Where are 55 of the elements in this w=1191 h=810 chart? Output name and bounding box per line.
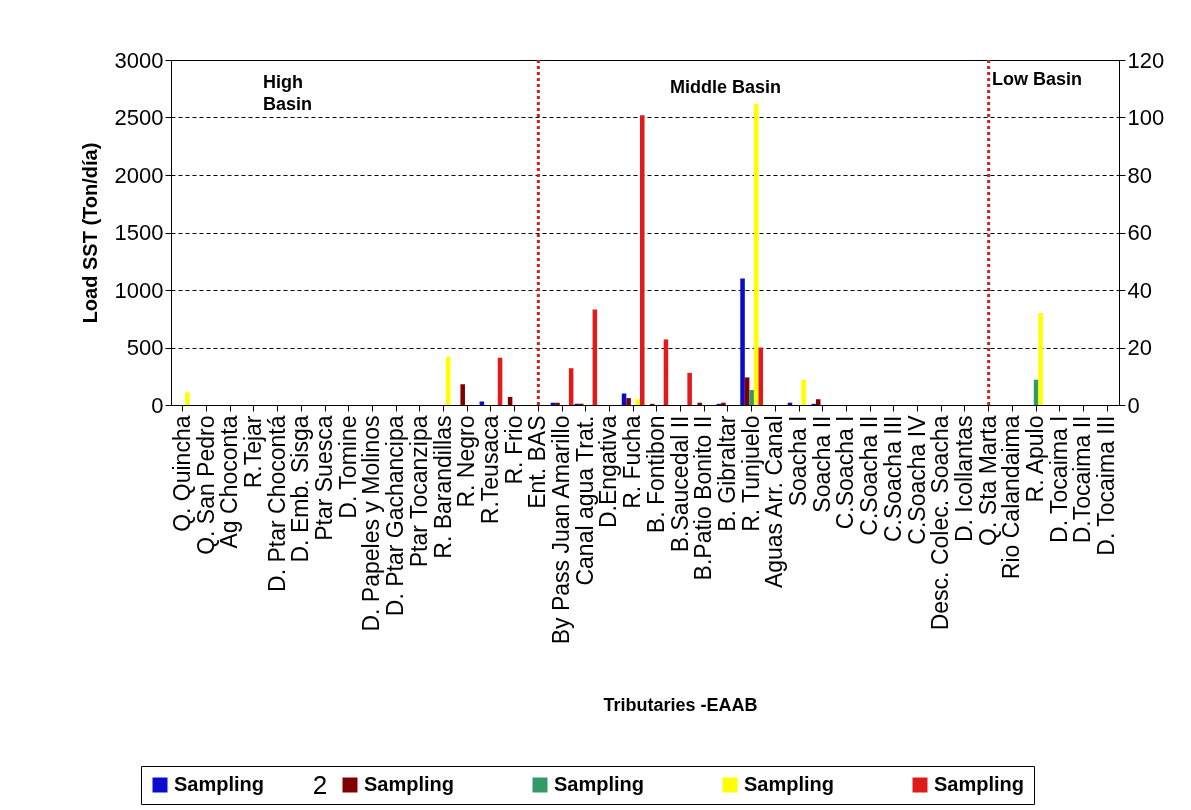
bar xyxy=(740,278,745,405)
bar xyxy=(639,115,645,405)
x-tick-label: C.Soacha IV xyxy=(903,414,930,545)
x-tick-label: R. Apulo xyxy=(1022,415,1049,503)
bar xyxy=(687,372,692,405)
y2-tick-label: 120 xyxy=(1127,47,1165,73)
bar xyxy=(185,392,190,405)
x-tick-label: B. Fontibon xyxy=(642,415,669,534)
y-tick-label: 500 xyxy=(126,335,164,360)
x-tick-label: D. Emb. Sisga xyxy=(287,415,314,563)
bar xyxy=(721,402,726,405)
x-tick-label: R.Tejar xyxy=(239,415,266,489)
x-tick-label: D. Tocaima III xyxy=(1093,415,1120,556)
y-tick-label: 1000 xyxy=(114,277,164,303)
annotation: Middle Basin xyxy=(670,77,782,97)
y2-tick-label: 60 xyxy=(1127,220,1152,245)
legend-label: Sampling xyxy=(744,773,835,795)
bar xyxy=(697,402,702,405)
y-tick-label: 0 xyxy=(151,392,164,418)
bar xyxy=(626,398,631,405)
x-tick-label: R. Negro xyxy=(453,415,480,508)
y2-tick-label: 80 xyxy=(1127,162,1152,188)
legend-label: Sampling xyxy=(554,773,645,795)
legend-label: Sampling xyxy=(174,773,265,795)
x-tick-label: R. Tunjuelo xyxy=(737,415,764,532)
y2-tick-label: 40 xyxy=(1127,277,1152,303)
x-axis-title: Tributaries -EAAB xyxy=(603,694,758,715)
bar xyxy=(460,384,465,405)
bar xyxy=(749,390,754,405)
x-tick-label: Ent. BAS xyxy=(524,415,551,509)
y2-tick-label: 20 xyxy=(1127,335,1152,360)
bar xyxy=(635,399,640,405)
x-tick-label: R. Frio xyxy=(500,415,527,485)
x-tick-label: C.Soacha I xyxy=(832,415,859,530)
y2-tick-label: 100 xyxy=(1127,105,1165,130)
legend-label: Sampling xyxy=(934,773,1025,795)
x-tick-label: B.Saucedal II xyxy=(666,415,693,553)
annotation: Low Basin xyxy=(992,69,1083,89)
bar xyxy=(555,402,560,405)
y-tick-label: 3000 xyxy=(114,47,164,73)
annotation: High Basin xyxy=(263,72,313,114)
bar xyxy=(1038,313,1043,405)
x-tick-label: D. Tomine xyxy=(334,415,361,519)
y-tick-label: 1500 xyxy=(114,220,164,245)
x-tick-label: D.Tocaima II xyxy=(1069,415,1096,544)
legend-label: Sampling xyxy=(364,773,455,795)
text: 2 xyxy=(312,770,328,800)
y2-tick-label: 0 xyxy=(1127,392,1140,418)
bar xyxy=(758,347,764,405)
bar xyxy=(815,399,821,405)
y-axis-title: Load SST (Ton/día) xyxy=(78,142,101,324)
bar xyxy=(801,379,806,405)
x-tick-label: D. Papeles y Molinos xyxy=(358,415,385,632)
y-tick-label: 2000 xyxy=(114,162,164,188)
y-tick-label: 2500 xyxy=(114,105,164,130)
